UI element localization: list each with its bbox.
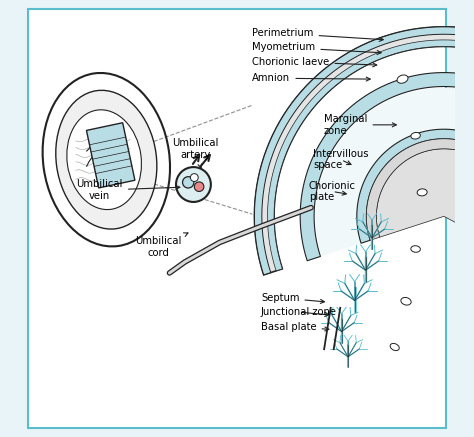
Text: Basal plate: Basal plate <box>261 322 329 332</box>
Ellipse shape <box>417 189 427 196</box>
Text: Marginal
zone: Marginal zone <box>324 114 396 135</box>
Ellipse shape <box>397 75 408 83</box>
Ellipse shape <box>401 298 411 305</box>
Circle shape <box>176 167 211 202</box>
Polygon shape <box>255 27 474 305</box>
Text: Perimetrium: Perimetrium <box>252 28 383 42</box>
Text: Junctional zone: Junctional zone <box>261 307 337 317</box>
Text: Myometrium: Myometrium <box>252 42 381 55</box>
Text: Chorionic
plate: Chorionic plate <box>309 180 356 202</box>
Ellipse shape <box>67 110 141 210</box>
Ellipse shape <box>43 73 170 246</box>
Circle shape <box>191 173 198 181</box>
Text: Amnion: Amnion <box>252 73 370 83</box>
Polygon shape <box>300 73 474 284</box>
Polygon shape <box>366 139 474 253</box>
FancyBboxPatch shape <box>28 10 446 427</box>
Text: Umbilical
artery: Umbilical artery <box>173 138 219 168</box>
Ellipse shape <box>411 132 420 139</box>
Polygon shape <box>315 88 474 277</box>
Circle shape <box>182 177 194 188</box>
Polygon shape <box>376 149 474 248</box>
Text: Septum: Septum <box>261 293 325 303</box>
Text: Umbilical
cord: Umbilical cord <box>136 233 188 258</box>
Text: Intervillous
space: Intervillous space <box>313 149 369 170</box>
Polygon shape <box>357 129 474 257</box>
Polygon shape <box>86 123 135 188</box>
Ellipse shape <box>390 343 399 350</box>
Polygon shape <box>255 27 474 305</box>
Ellipse shape <box>56 90 157 229</box>
Polygon shape <box>267 40 474 299</box>
Text: Umbilical
vein: Umbilical vein <box>77 179 180 201</box>
Ellipse shape <box>411 246 420 252</box>
Circle shape <box>194 182 204 191</box>
Text: Chorionic laeve: Chorionic laeve <box>252 57 377 67</box>
